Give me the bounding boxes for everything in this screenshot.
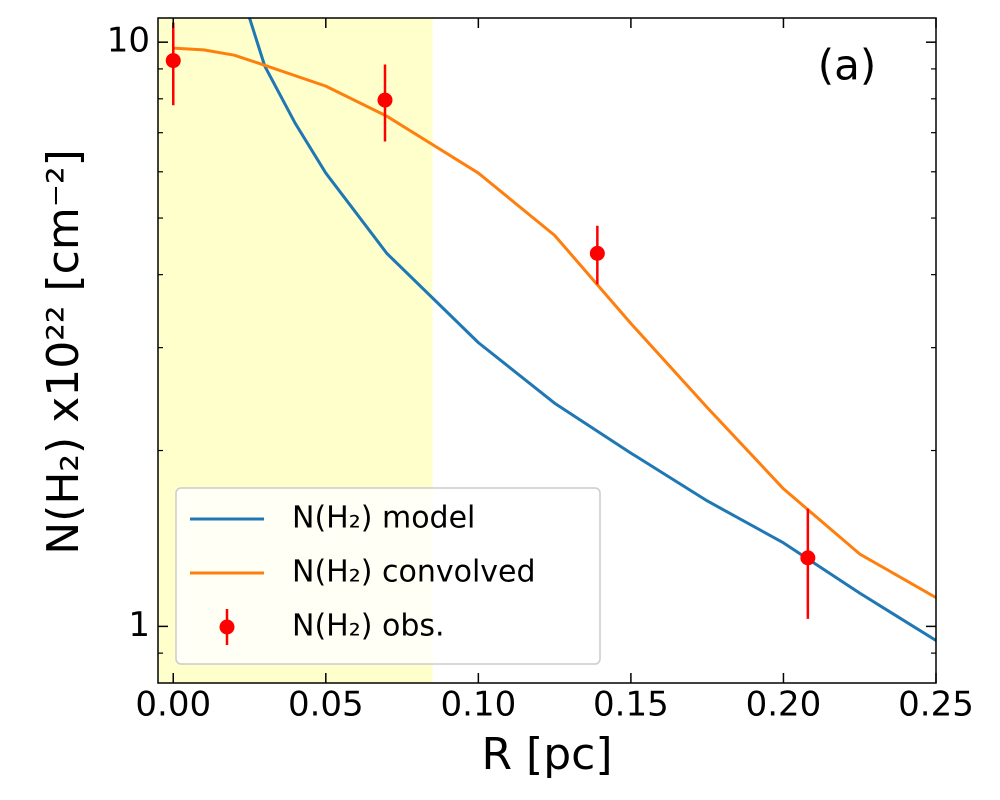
legend-label: N(H₂) convolved bbox=[292, 555, 536, 590]
x-tick-label: 0.00 bbox=[135, 685, 211, 725]
data-point bbox=[800, 550, 816, 566]
data-point bbox=[377, 92, 393, 108]
x-tick-label: 0.05 bbox=[288, 685, 364, 725]
legend-label: N(H₂) model bbox=[292, 501, 475, 536]
x-axis-label: R [pc] bbox=[481, 729, 612, 780]
plot-frame bbox=[157, 17, 937, 684]
x-tick-label: 0.10 bbox=[441, 685, 517, 725]
line-series bbox=[173, 46, 937, 599]
x-tick-label: 0.25 bbox=[898, 685, 974, 725]
y-tick-label: 10 bbox=[107, 21, 150, 61]
legend-label: N(H₂) obs. bbox=[292, 609, 445, 644]
y-tick-label: 1 bbox=[128, 605, 150, 645]
x-tick-label: 0.15 bbox=[593, 685, 669, 725]
annotation: (a) bbox=[818, 41, 877, 90]
legend-box bbox=[175, 487, 601, 665]
y-axis-label: N(H₂) x10²² [cm⁻²] bbox=[38, 149, 89, 555]
legend-swatch bbox=[219, 619, 235, 635]
data-point bbox=[589, 245, 605, 261]
x-tick-label: 0.20 bbox=[746, 685, 822, 725]
line-series bbox=[248, 17, 937, 642]
data-point bbox=[165, 53, 181, 69]
